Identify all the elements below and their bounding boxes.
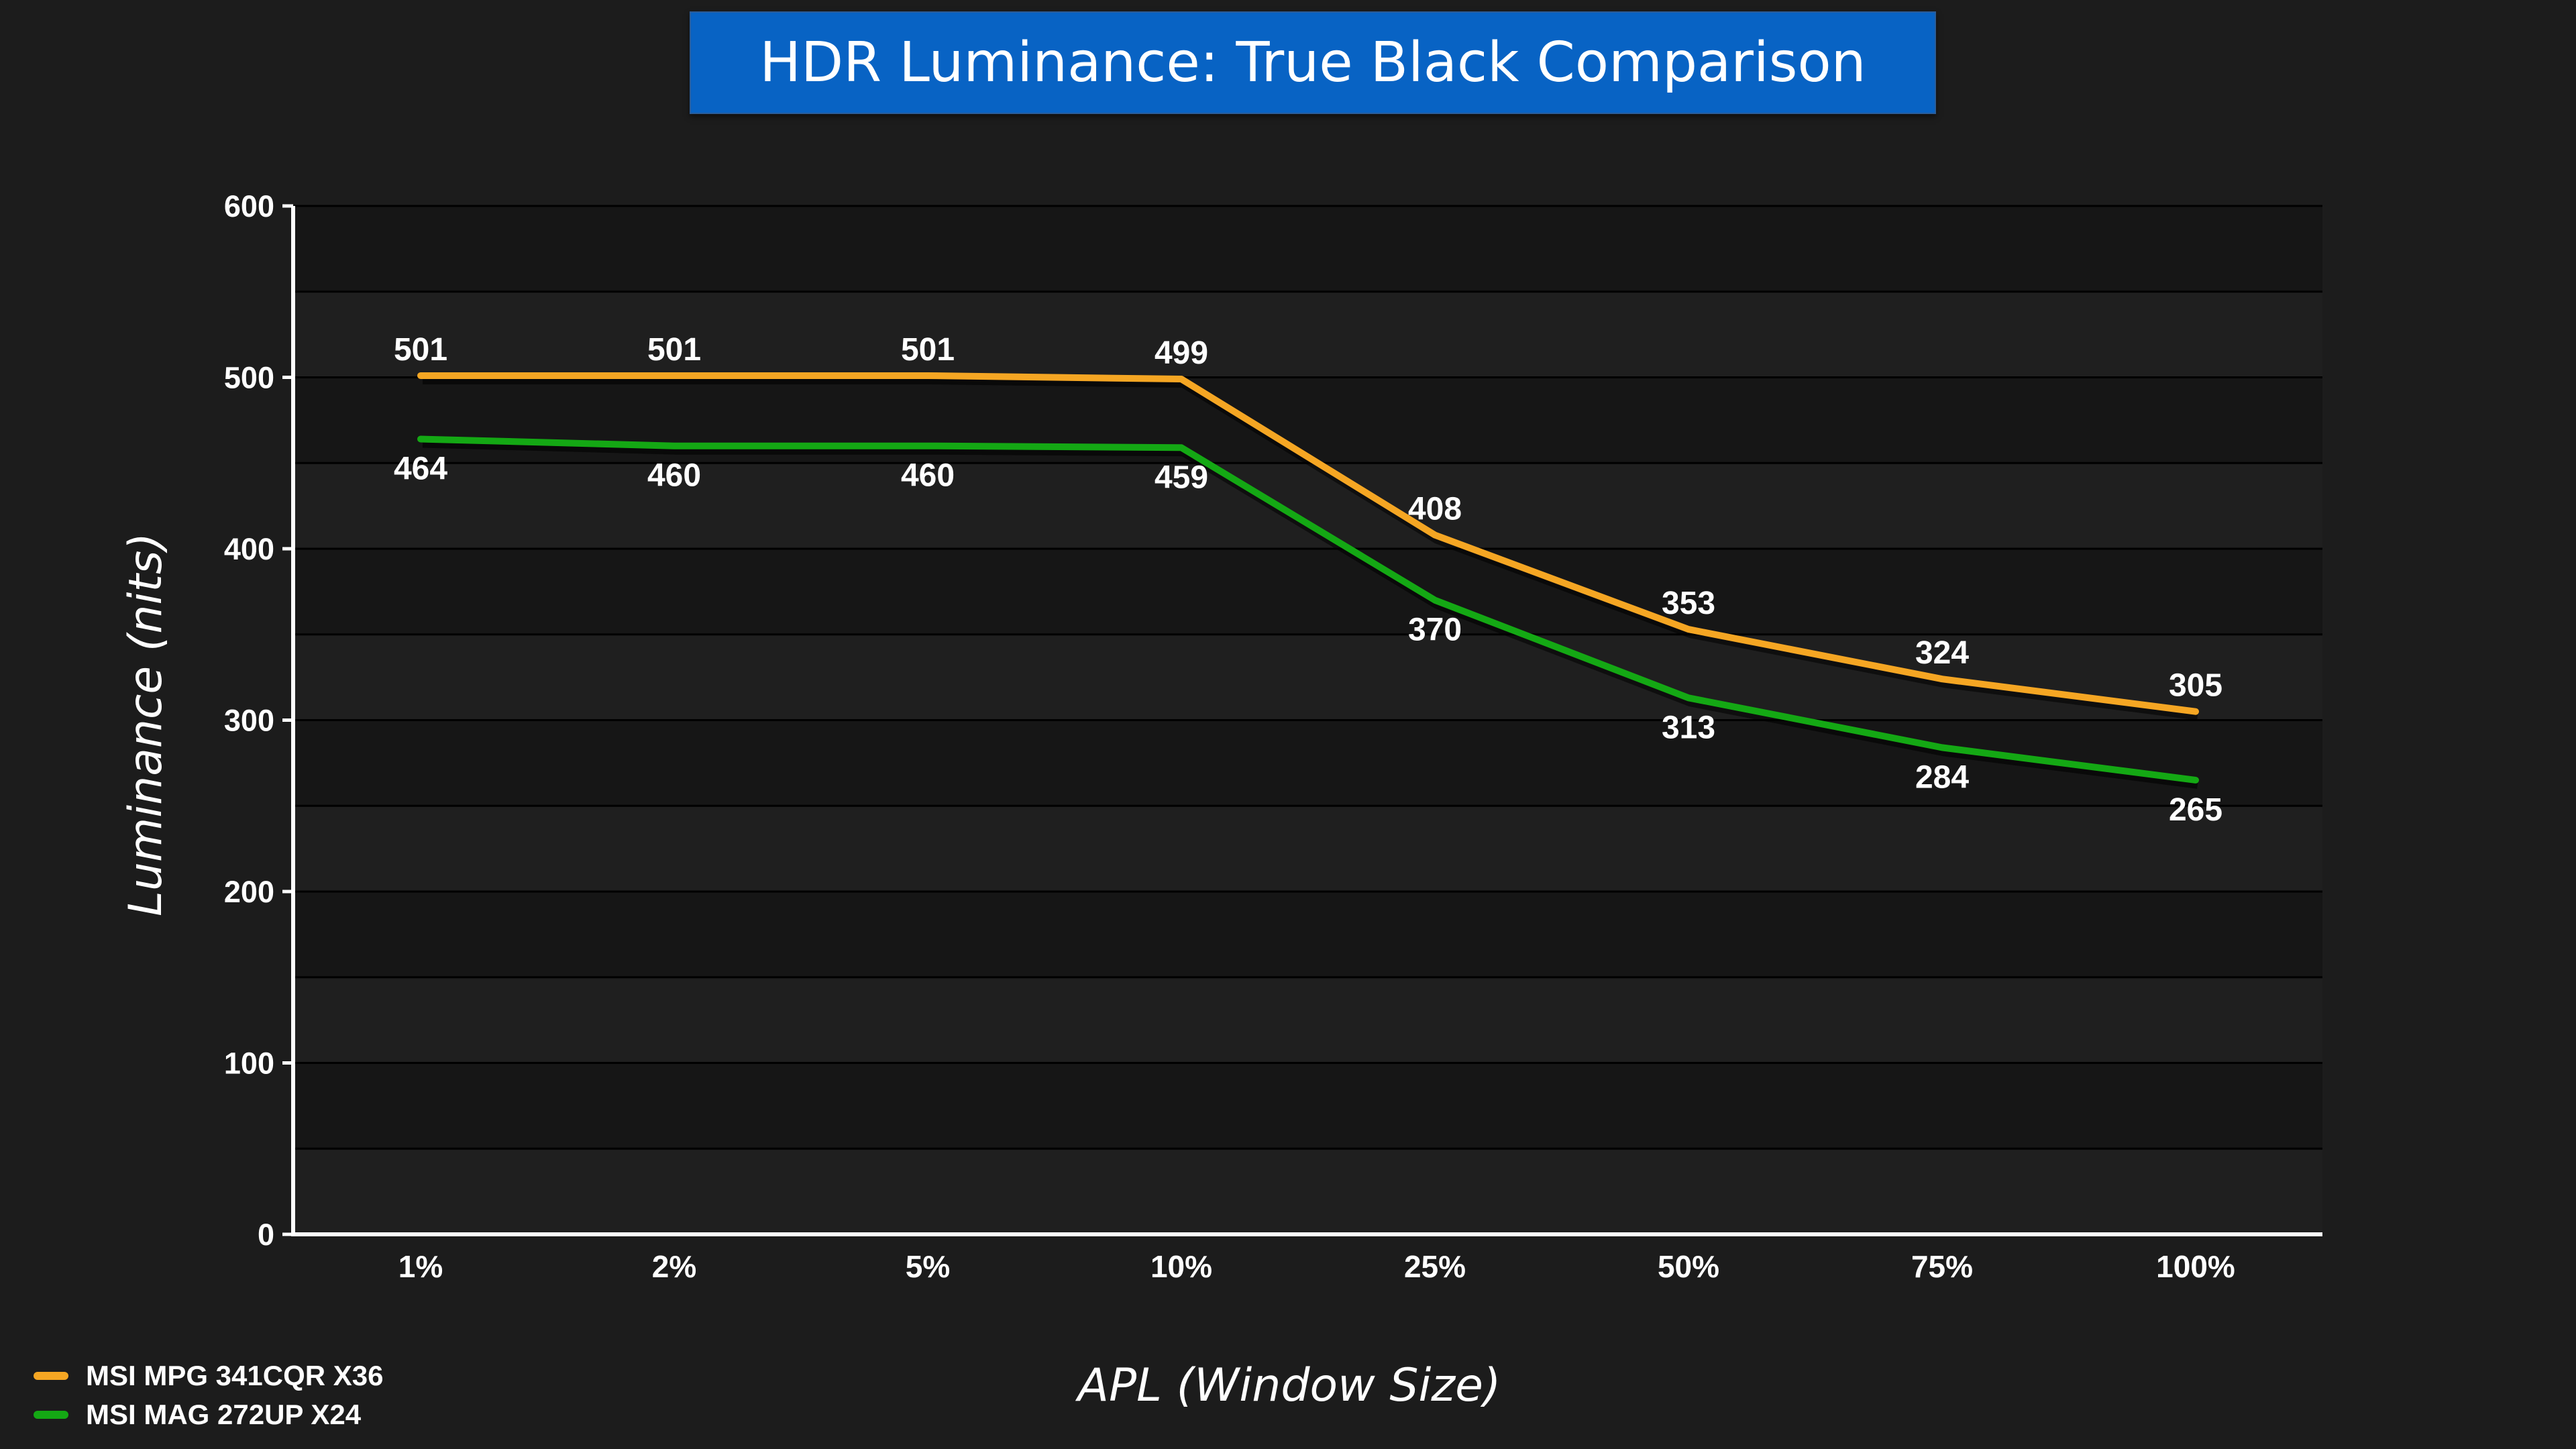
legend-label: MSI MPG 341CQR X36 (86, 1360, 384, 1391)
data-label: 501 (901, 332, 955, 368)
plot-band (293, 206, 2322, 292)
series-lines (417, 372, 2199, 789)
plot-band (293, 463, 2322, 549)
chart-title: HDR Luminance: True Black Comparison (759, 31, 1866, 95)
x-tick-label: 5% (906, 1249, 950, 1284)
legend: MSI MPG 341CQR X36 MSI MAG 272UP X24 (34, 1356, 383, 1434)
plot-band (293, 977, 2322, 1063)
plot-band (293, 1148, 2322, 1234)
y-tick-label: 100 (224, 1046, 274, 1081)
plot-band (293, 806, 2322, 892)
legend-label: MSI MAG 272UP X24 (86, 1399, 362, 1430)
data-label: 305 (2169, 668, 2222, 704)
x-tick-label: 2% (652, 1249, 696, 1284)
x-axis-title: APL (Window Size) (1075, 1359, 1501, 1412)
data-label: 460 (901, 458, 955, 494)
y-tick-label: 600 (224, 189, 274, 223)
x-tick-labels: 1% 2% 5% 10% 25% 50% 75% 100% (398, 1249, 2235, 1284)
x-tick-label: 100% (2156, 1249, 2235, 1284)
series-line (417, 435, 2199, 784)
legend-item: MSI MAG 272UP X24 (34, 1395, 383, 1434)
x-tick-label: 25% (1404, 1249, 1466, 1284)
y-tick-label: 400 (224, 532, 274, 566)
x-tick-label: 75% (1911, 1249, 1973, 1284)
data-label: 284 (1915, 759, 1969, 795)
plot-bands (293, 206, 2322, 1234)
gridlines (293, 205, 2322, 1150)
y-axis-title: Luminance (nits) (119, 533, 172, 916)
y-tick-label: 200 (224, 875, 274, 909)
axes (282, 204, 2322, 1236)
plot-band (293, 291, 2322, 378)
data-label: 324 (1915, 635, 1969, 671)
data-label: 464 (394, 451, 447, 486)
plot-band (293, 720, 2322, 806)
x-tick-label: 10% (1150, 1249, 1212, 1284)
data-label: 353 (1662, 586, 1715, 621)
x-tick-label: 50% (1658, 1249, 1719, 1284)
series-line (417, 372, 2199, 715)
plot-band (293, 1063, 2322, 1149)
plot-band (293, 634, 2322, 720)
data-label: 501 (647, 332, 701, 368)
data-label: 408 (1408, 492, 1462, 527)
x-tick-label: 1% (398, 1249, 443, 1284)
legend-swatch (34, 1411, 68, 1419)
y-tick-labels: 0 100 200 300 400 500 600 (224, 189, 274, 1252)
legend-item: MSI MPG 341CQR X36 (34, 1356, 383, 1395)
data-label: 265 (2169, 792, 2222, 828)
data-label: 313 (1662, 710, 1715, 745)
legend-swatch (34, 1372, 68, 1380)
plot-band (293, 892, 2322, 977)
data-labels: 501 501 501 499 408 353 324 305 464 460 460 459 370 3… (394, 332, 2222, 828)
data-label: 459 (1155, 460, 1208, 495)
plot-band (293, 549, 2322, 635)
data-label: 501 (394, 332, 447, 368)
data-label: 370 (1408, 612, 1462, 648)
y-tick-label: 0 (258, 1218, 274, 1252)
data-label: 460 (647, 458, 701, 494)
data-label: 499 (1155, 335, 1208, 371)
chart-title-box: HDR Luminance: True Black Comparison (690, 11, 1936, 114)
y-tick-label: 500 (224, 361, 274, 395)
y-tick-label: 300 (224, 704, 274, 738)
